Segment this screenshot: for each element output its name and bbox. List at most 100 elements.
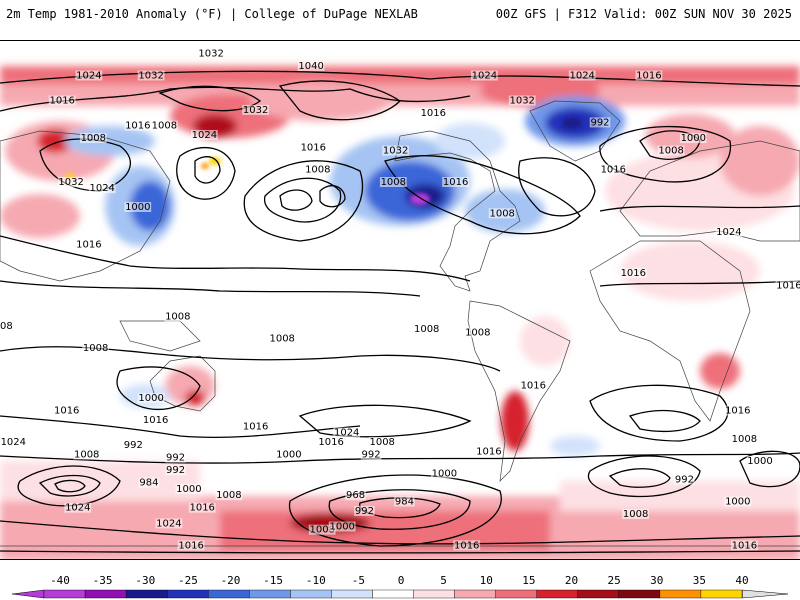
colorbar-bin bbox=[290, 589, 332, 599]
isobar-label-bg bbox=[53, 405, 81, 416]
isobar-label-bg bbox=[453, 540, 481, 551]
isobar-label: 1000 bbox=[138, 393, 163, 404]
isobar-label-bg bbox=[442, 177, 469, 187]
colorbar-tick-label: -35 bbox=[93, 574, 113, 587]
isobar-label: 1016 bbox=[189, 503, 214, 514]
isobar-label-bg bbox=[589, 117, 611, 128]
isobar-label-bg bbox=[151, 120, 178, 131]
colorbar-bin bbox=[84, 589, 127, 599]
isobar-label-bg bbox=[746, 455, 774, 466]
isobar-label-bg bbox=[345, 490, 366, 501]
isobar-label: 1016 bbox=[178, 540, 203, 551]
isobar-label-bg bbox=[360, 449, 382, 460]
isobar-label-bg bbox=[333, 427, 361, 438]
isobar-label-bg bbox=[175, 484, 203, 494]
isobar-label: 1016 bbox=[521, 381, 546, 392]
isobar-label: 1008 bbox=[381, 177, 406, 188]
isobar-label-bg bbox=[191, 130, 218, 140]
isobar-label: 1000 bbox=[681, 133, 706, 144]
colorbar-tick-label: 30 bbox=[650, 574, 663, 587]
isobar-label: 1008 bbox=[414, 324, 439, 335]
isobar-label: 1016 bbox=[143, 415, 168, 426]
isobar-label: 1016 bbox=[725, 406, 750, 417]
isobar-label-bg bbox=[177, 540, 205, 551]
isobar-label: 1024 bbox=[569, 71, 594, 82]
isobar-label-bg bbox=[242, 104, 269, 115]
isobar-label: 1000 bbox=[176, 484, 201, 495]
isobar-label: 1016 bbox=[454, 540, 479, 551]
isobar-label: 1016 bbox=[476, 446, 501, 457]
isobar-label: 992 bbox=[166, 453, 185, 464]
colorbar-low-arrow bbox=[11, 589, 45, 599]
colorbar-bin bbox=[125, 589, 168, 599]
isobar-label-bg bbox=[75, 239, 103, 250]
isobar-label-bg bbox=[0, 437, 27, 447]
isobar-label-bg bbox=[123, 440, 144, 451]
isobar-label: 1016 bbox=[621, 268, 646, 279]
isobar-label-bg bbox=[674, 474, 695, 485]
isobar-label: 984 bbox=[395, 497, 414, 508]
isobar-label: 1024 bbox=[334, 428, 359, 439]
isobar-label-bg bbox=[599, 164, 627, 175]
isobar-label: 1008 bbox=[81, 133, 106, 144]
isobar-label: 1008 bbox=[465, 327, 490, 338]
isobar-label-bg bbox=[731, 540, 758, 551]
isobar-label: 1008 bbox=[269, 334, 294, 345]
isobar-label-bg bbox=[619, 267, 647, 278]
colorbar-tick-label: 0 bbox=[398, 574, 405, 587]
isobar-label-bg bbox=[0, 321, 14, 332]
isobar-label: 1016 bbox=[443, 177, 468, 188]
isobar-label: 1000 bbox=[725, 497, 750, 508]
colorbar-bin bbox=[413, 589, 455, 599]
isobar-label: 1008 bbox=[74, 450, 99, 461]
isobar-label-bg bbox=[328, 521, 356, 532]
colorbar-bin bbox=[207, 589, 250, 599]
isobar-label: 1032 bbox=[243, 105, 268, 116]
isobar-label: 1016 bbox=[318, 437, 343, 448]
isobar-label: 1032 bbox=[509, 96, 534, 107]
isobar-label: 1008 bbox=[309, 525, 334, 536]
isobar-label: 1008 bbox=[305, 164, 330, 175]
isobar-label-bg bbox=[731, 433, 758, 444]
colorbar-bin bbox=[659, 589, 702, 599]
isobar-label: 1016 bbox=[243, 421, 268, 432]
isobar-label: 1024 bbox=[472, 71, 497, 82]
isobar-label-bg bbox=[368, 437, 396, 447]
isobar-label-bg bbox=[471, 70, 498, 81]
isobar-label-bg bbox=[268, 333, 296, 344]
isobar-label-bg bbox=[142, 415, 169, 425]
isobar-label: 1000 bbox=[125, 202, 150, 213]
colorbar-tick-label: -10 bbox=[306, 574, 326, 587]
colorbar-tick-label: -5 bbox=[352, 574, 365, 587]
isobar-label: 1000 bbox=[432, 468, 457, 479]
isobar-label-bg bbox=[137, 393, 165, 404]
isobar-label-bg bbox=[317, 437, 345, 447]
isobar-label-bg bbox=[73, 449, 101, 460]
isobar-label: 1024 bbox=[89, 183, 114, 194]
isobar-label: 1016 bbox=[636, 71, 661, 82]
isobar-label: 1008 bbox=[83, 343, 108, 354]
colorbar-tick-label: 25 bbox=[607, 574, 620, 587]
isobar-label: 1008 bbox=[165, 312, 190, 323]
isobar-label-bg bbox=[715, 227, 743, 238]
isobar-label: 1008 bbox=[489, 208, 514, 219]
isobar-label-bg bbox=[775, 280, 800, 291]
isobar-label-bg bbox=[275, 449, 303, 460]
colorbar-bin bbox=[43, 589, 86, 599]
isobar-label-bg bbox=[508, 95, 536, 106]
isobar-label-bg bbox=[164, 311, 192, 322]
isobar-label-bg bbox=[138, 477, 160, 488]
isobar-label-bg bbox=[354, 505, 375, 516]
isobar-label-bg bbox=[48, 95, 76, 106]
colorbar-bin bbox=[372, 589, 414, 599]
isobar-label: 984 bbox=[139, 478, 158, 489]
isobar-label-bg bbox=[165, 452, 186, 463]
isobar-label: 1008 bbox=[152, 121, 177, 132]
isobar-label-bg bbox=[64, 502, 92, 513]
colorbar-tick-label: -25 bbox=[178, 574, 198, 587]
isobar-label: 1000 bbox=[276, 450, 301, 461]
isobar-label: 1016 bbox=[601, 164, 626, 175]
isobar-label-bg bbox=[308, 524, 336, 535]
isobar-label: 1024 bbox=[192, 130, 217, 141]
